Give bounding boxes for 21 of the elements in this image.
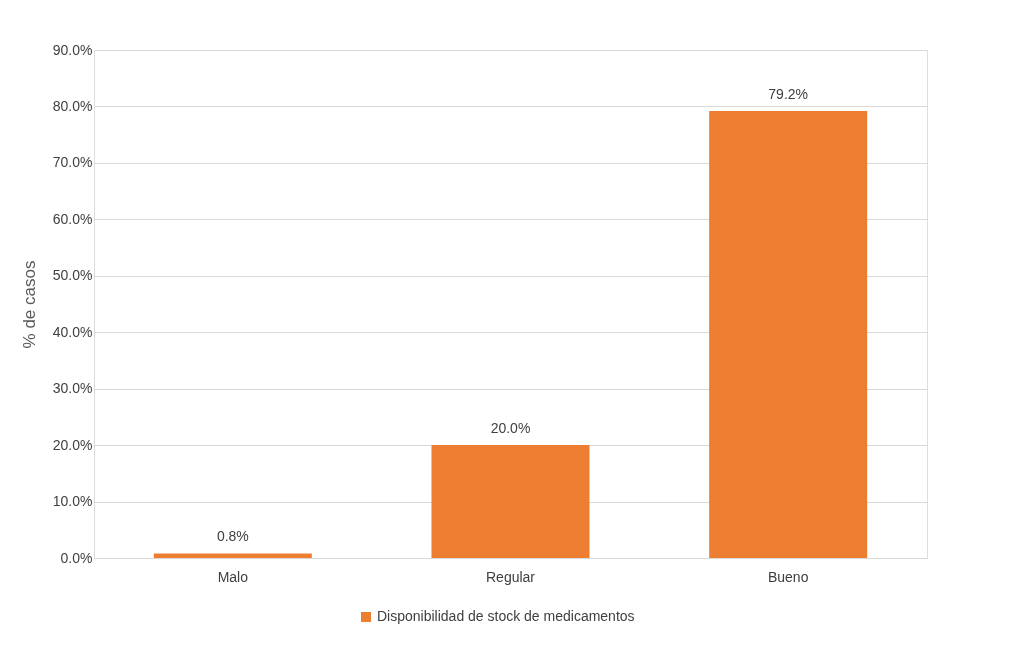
y-tick-label: 40.0% [52, 323, 93, 340]
legend-label: Disponibilidad de stock de medicamentos [377, 608, 635, 624]
bar [153, 553, 312, 558]
y-axis-title: % de casos [19, 260, 39, 349]
y-tick-label: 90.0% [52, 41, 93, 58]
y-tick-label: 30.0% [52, 380, 93, 397]
data-label: 20.0% [490, 420, 531, 437]
data-label: 0.8% [216, 528, 249, 545]
y-tick-label: 50.0% [52, 267, 93, 284]
y-tick-label: 20.0% [52, 436, 93, 453]
x-tick-label: Bueno [767, 568, 809, 585]
x-tick-label: Malo [217, 568, 249, 585]
y-tick-label: 70.0% [52, 154, 93, 171]
x-tick-label: Regular [485, 568, 536, 585]
bar [431, 445, 590, 558]
data-label: 79.2% [768, 85, 809, 102]
y-tick-label: 80.0% [52, 97, 93, 114]
y-tick-label: 0.0% [60, 549, 93, 566]
y-tick-label: 10.0% [52, 493, 93, 510]
y-tick-label: 60.0% [52, 210, 93, 227]
bar [709, 110, 868, 558]
